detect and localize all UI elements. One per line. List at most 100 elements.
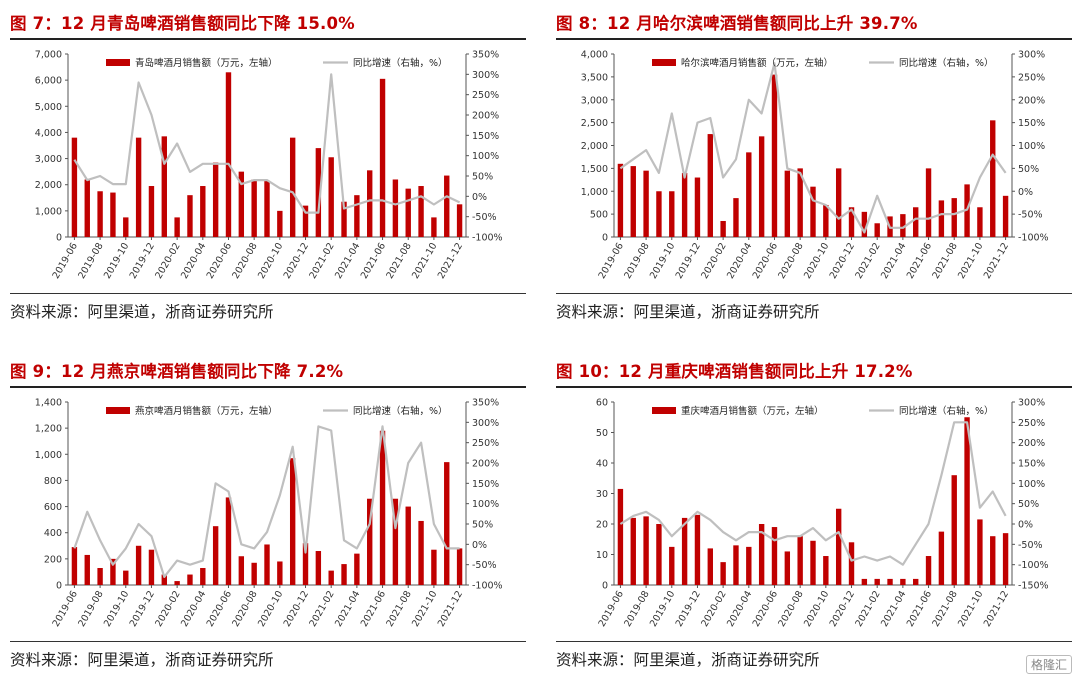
left-tick-label: 200	[44, 554, 62, 565]
bar	[861, 211, 868, 237]
left-tick-label: 0	[56, 233, 62, 244]
bar	[964, 417, 970, 585]
x-tick-label: 2021-12	[436, 241, 465, 281]
right-tick-label: 0%	[1018, 187, 1033, 198]
bar	[874, 578, 880, 585]
bar	[771, 527, 778, 585]
bar	[771, 74, 778, 238]
bar	[71, 137, 78, 237]
chart-title: 图 10：12 月重庆啤酒销售额同比上升 17.2%	[556, 362, 913, 381]
chart-title: 图 9：12 月燕京啤酒销售额同比下降 7.2%	[10, 362, 344, 381]
bar	[354, 195, 360, 237]
legend-bar-label: 重庆啤酒月销售额（万元，左轴）	[681, 405, 824, 417]
bar	[135, 137, 142, 237]
legend-line-label: 同比增速（右轴，%）	[899, 405, 994, 417]
bar	[874, 223, 880, 237]
watermark-logo: 格隆汇	[1025, 655, 1072, 674]
chart-panel-2: 图 8：12 月哈尔滨啤酒销售额同比上升 39.7% 0 500 1,000 1,50…	[556, 10, 1072, 330]
bar	[148, 186, 155, 237]
legend-bar-label: 燕京啤酒月销售额（万元，左轴）	[135, 405, 278, 417]
bar	[1002, 195, 1009, 237]
bar	[123, 217, 129, 237]
legend-bar-swatch	[652, 407, 676, 414]
right-tick-label: -50%	[472, 212, 497, 223]
bar	[784, 551, 791, 585]
bar	[925, 168, 932, 237]
right-tick-label: 100%	[1018, 479, 1045, 490]
bar	[925, 556, 932, 585]
bar	[810, 540, 816, 585]
right-tick-label: -50%	[472, 560, 497, 571]
chart-source: 资料来源：阿里渠道，浙商证券研究所	[556, 651, 820, 669]
bar	[733, 198, 739, 237]
bar	[251, 562, 257, 585]
bar	[835, 508, 842, 585]
bar	[746, 152, 752, 237]
right-tick-label: 200%	[472, 111, 499, 122]
bar	[848, 542, 855, 585]
bar	[97, 568, 103, 585]
bar	[174, 581, 180, 585]
bar	[797, 168, 803, 237]
right-tick-label: -50%	[1018, 540, 1043, 551]
growth-line	[73, 73, 461, 214]
bar	[951, 475, 957, 585]
bar	[277, 561, 283, 585]
left-tick-label: 1,000	[581, 187, 608, 198]
left-tick-label: 500	[590, 210, 608, 221]
bar	[694, 177, 701, 237]
bar	[277, 210, 283, 237]
bar	[302, 205, 309, 237]
left-tick-label: 800	[44, 476, 62, 487]
right-tick-label: 150%	[472, 479, 499, 490]
bar	[431, 217, 437, 237]
bar	[315, 148, 322, 237]
bar	[264, 544, 270, 585]
bar	[418, 186, 424, 237]
right-tick-label: 50%	[472, 520, 493, 531]
bar	[938, 200, 945, 237]
bar	[669, 546, 675, 585]
left-tick-label: 3,000	[35, 154, 62, 165]
bar	[758, 136, 765, 237]
right-tick-label: 150%	[1018, 118, 1045, 129]
chart-svg: 0 200 400 600 800 1,000 1,200 1,400 -100% -50% 0% 5…	[35, 398, 503, 629]
right-tick-label: 250%	[1018, 418, 1045, 429]
bar	[617, 163, 624, 237]
left-tick-label: 3,000	[581, 95, 608, 106]
right-tick-label: 250%	[472, 90, 499, 101]
chart-svg: 0 1,000 2,000 3,000 4,000 5,000 6,000 7,000 -100…	[35, 50, 503, 281]
right-tick-label: 100%	[472, 151, 499, 162]
bar	[405, 188, 411, 237]
chart-panel-3: 图 9：12 月燕京啤酒销售额同比下降 7.2% 0 200 400 600 800 1,…	[10, 358, 526, 678]
bar	[405, 506, 411, 585]
right-tick-label: 150%	[1018, 459, 1045, 470]
bar	[431, 549, 437, 585]
left-tick-label: 600	[44, 502, 62, 513]
right-tick-label: 100%	[472, 499, 499, 510]
right-tick-label: 50%	[472, 172, 493, 183]
chart-source: 资料来源：阿里渠道，浙商证券研究所	[10, 303, 274, 321]
bar	[161, 136, 167, 237]
bar	[456, 204, 463, 237]
bar	[720, 220, 726, 237]
x-tick-label: 2021-12	[982, 241, 1011, 281]
legend-bar-swatch	[106, 407, 130, 414]
bar	[418, 520, 424, 585]
left-tick-label: 1,200	[35, 424, 62, 435]
bar	[990, 536, 996, 585]
left-tick-label: 1,500	[581, 164, 608, 175]
bar	[200, 186, 206, 237]
bar	[328, 570, 334, 585]
right-tick-label: 0%	[1018, 520, 1033, 531]
bar	[900, 578, 906, 585]
bar	[733, 545, 739, 585]
bar	[200, 568, 206, 585]
chart-svg: 0 10 20 30 40 50 60 -150% -100% -50% 0% 50% 100% 150%…	[596, 398, 1049, 629]
bar	[861, 578, 868, 585]
bar	[913, 578, 919, 585]
right-tick-label: 250%	[1018, 72, 1045, 83]
legend-bar-label: 青岛啤酒月销售额（万元，左轴）	[135, 57, 278, 69]
right-tick-label: 350%	[472, 50, 499, 61]
right-tick-label: 200%	[472, 459, 499, 470]
